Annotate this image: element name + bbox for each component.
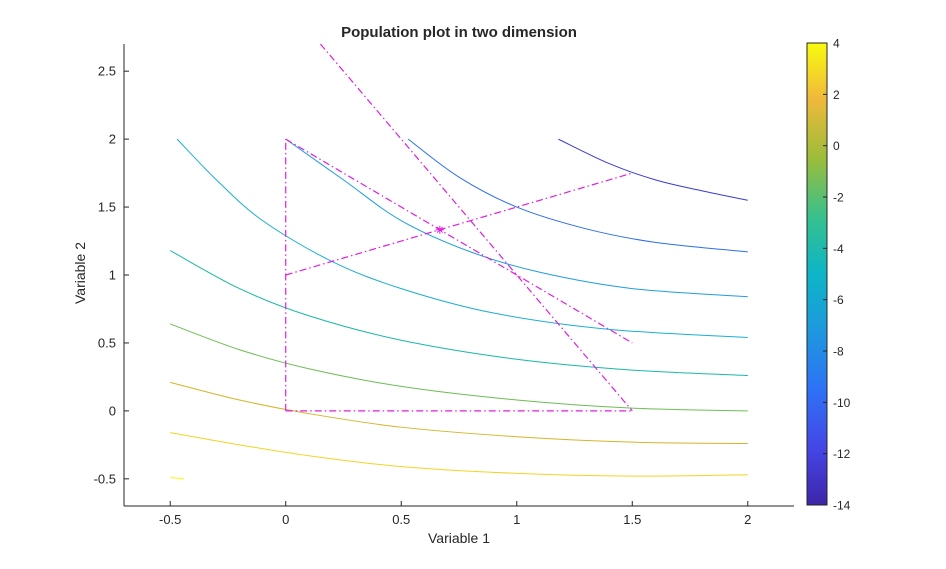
overlay-line-4 [319, 44, 633, 412]
colorbar: 4 2 0 -2 -4 -6 -8 -10 -12 -14 [806, 37, 851, 513]
y-axis-label: Variable 2 [72, 242, 88, 304]
colorbar-gradient [806, 42, 828, 506]
colorbar-tick-label-2: 0 [833, 139, 840, 153]
overlay-lines [285, 44, 633, 412]
y-tick-label-2: 0.5 [98, 335, 116, 350]
contour-line-8 [170, 476, 185, 480]
colorbar-tick-label-8: -12 [833, 447, 851, 461]
y-tick-label-4: 1.5 [98, 200, 116, 215]
colorbar-tick-label-5: -6 [833, 293, 844, 307]
overlay-line-3 [285, 172, 633, 276]
y-tick-label-6: 2.5 [98, 64, 116, 79]
marker-layer [435, 225, 444, 234]
x-axis-label: Variable 1 [428, 530, 490, 546]
contour-line-1 [407, 138, 748, 253]
x-tick-label-3: 1 [513, 512, 520, 527]
colorbar-tick-label-4: -4 [833, 242, 844, 256]
x-tick-label-0: -0.5 [159, 512, 181, 527]
y-tick-label-5: 2 [109, 132, 116, 147]
x-tick-label-1: 0 [282, 512, 289, 527]
contour-line-6 [170, 381, 748, 444]
y-tick-label-3: 1 [109, 268, 116, 283]
colorbar-tick-label-9: -14 [833, 499, 851, 513]
y-tick-label-1: 0 [109, 403, 116, 418]
colorbar-tick-label-0: 4 [833, 37, 840, 51]
x-tick-label-2: 0.5 [392, 512, 410, 527]
colorbar-tick-label-1: 2 [833, 88, 840, 102]
colorbar-tick-label-3: -2 [833, 191, 844, 205]
overlay-line-2 [285, 138, 633, 344]
x-tick-label-4: 1.5 [623, 512, 641, 527]
chart-title: Population plot in two dimension [341, 24, 577, 41]
x-axis-ticks: -0.5 0 0.5 1 1.5 2 [159, 501, 751, 527]
contour-line-4 [169, 250, 748, 377]
contour-line-0 [558, 138, 748, 201]
contour-line-2 [285, 138, 748, 298]
colorbar-tick-label-7: -10 [833, 396, 851, 410]
x-tick-label-5: 2 [744, 512, 751, 527]
colorbar-ticks: 4 2 0 -2 -4 -6 -8 -10 -12 -14 [823, 37, 851, 513]
contour-lines [169, 138, 748, 480]
contour-line-7 [170, 432, 748, 477]
y-axis-ticks: -0.5 0 0.5 1 1.5 2 2.5 [94, 64, 129, 486]
colorbar-tick-label-6: -8 [833, 345, 844, 359]
optimum-marker [435, 225, 444, 234]
y-tick-label-0: -0.5 [94, 471, 116, 486]
contour-line-5 [170, 323, 748, 412]
plot-area: -0.5 0 0.5 1 1.5 2 -0.5 0 0.5 1 1.5 2 2.5 [94, 44, 794, 527]
contour-line-3 [176, 138, 748, 339]
